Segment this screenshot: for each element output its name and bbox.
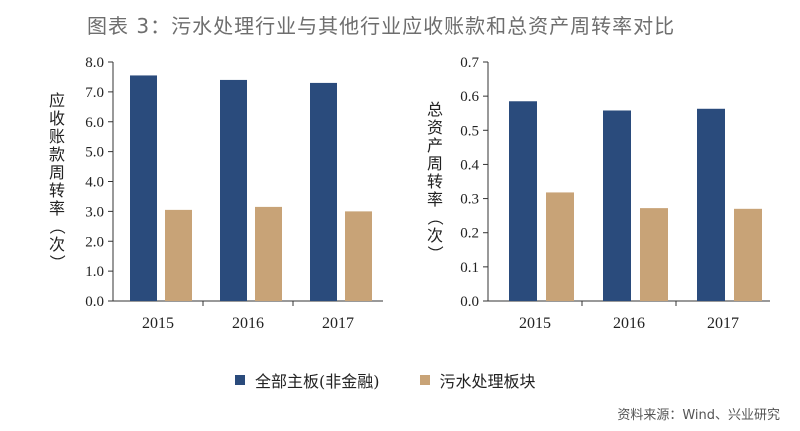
y-tick-label: 1.0	[85, 264, 104, 280]
bar-sewage-2016	[255, 206, 282, 301]
bar-mainboard-2015	[130, 75, 157, 301]
y-axis-label-char: 次	[427, 226, 443, 245]
bar-mainboard-2015	[509, 101, 537, 301]
bar-sewage-2017	[345, 211, 372, 301]
y-tick-label: 0.3	[460, 192, 479, 208]
legend: 全部主板(非金融) 污水处理板块	[235, 368, 576, 392]
bar-sewage-2016	[640, 208, 668, 301]
x-tick-label: 2015	[519, 315, 551, 332]
y-tick-label: 0.7	[460, 55, 479, 71]
x-tick-label: 2016	[613, 315, 645, 332]
y-axis-label-char: 转	[49, 181, 65, 200]
bar-sewage-2015	[165, 209, 192, 301]
y-axis-label-char: 总	[427, 100, 443, 119]
y-tick-label: 0.1	[460, 260, 479, 276]
bar-mainboard-2016	[220, 79, 247, 301]
x-tick-label: 2017	[322, 315, 354, 332]
y-axis-label-char: 率	[49, 199, 65, 218]
y-tick-label: 7.0	[85, 85, 104, 101]
y-tick-label: 4.0	[85, 175, 104, 191]
y-axis-label-char: 应	[49, 91, 65, 110]
x-tick-label: 2017	[707, 315, 739, 332]
y-tick-label: 2.0	[85, 234, 104, 250]
y-axis-label-char: 款	[49, 145, 65, 164]
x-tick-label: 2015	[142, 315, 174, 332]
y-tick-label: 0.0	[85, 294, 104, 310]
y-axis-label-char: 产	[427, 136, 443, 155]
legend-swatch-series1	[235, 375, 245, 385]
y-tick-label: 5.0	[85, 145, 104, 161]
legend-item-series1: 全部主板(非金融)	[235, 368, 380, 392]
bar-mainboard-2017	[310, 82, 337, 301]
y-axis-label-char: 转	[427, 172, 443, 191]
legend-swatch-series2	[419, 375, 430, 385]
y-axis-label: 总资产周转率（次）	[426, 100, 445, 262]
y-axis-label-char: （	[426, 209, 445, 225]
y-tick-label: 6.0	[85, 115, 104, 131]
y-axis-label-char: 次	[49, 235, 65, 254]
bar-mainboard-2017	[697, 108, 725, 301]
y-tick-label: 0.2	[460, 226, 479, 242]
y-tick-label: 0.4	[460, 157, 479, 173]
left-chart: 0.0 1.0 2.0 3.0 4.0 5.0 6.0 7.0 8.0 2015 2016 2017 应…	[48, 55, 383, 332]
y-axis-label-char: 账	[49, 127, 65, 146]
y-axis-label-char: 率	[427, 190, 443, 209]
legend-item-series2: 污水处理板块	[419, 368, 536, 392]
chart-title: 图表 3：污水处理行业与其他行业应收账款和总资产周转率对比	[87, 14, 676, 38]
y-tick-label: 8.0	[85, 55, 104, 71]
y-axis-label-char: 资	[427, 118, 443, 137]
y-tick-label: 0.6	[460, 89, 479, 105]
legend-label-series2: 污水处理板块	[439, 372, 536, 391]
bar-sewage-2017	[734, 208, 762, 301]
bar-sewage-2015	[546, 192, 574, 301]
legend-label-series1: 全部主板(非金融)	[255, 372, 380, 391]
y-axis-label-char: ）	[48, 254, 67, 270]
source-note: 资料来源：Wind、兴业研究	[617, 408, 780, 423]
bar-mainboard-2016	[603, 110, 631, 302]
x-tick-label: 2016	[232, 315, 264, 332]
y-axis-label-char: 周	[49, 163, 65, 182]
y-tick-label: 0.0	[460, 294, 479, 310]
y-axis-label-char: 周	[427, 154, 443, 173]
y-axis-label-char: ）	[426, 245, 445, 261]
y-axis-label-char: （	[48, 218, 67, 234]
y-axis-label-char: 收	[49, 109, 65, 128]
y-tick-label: 3.0	[85, 204, 104, 220]
y-tick-label: 0.5	[460, 123, 479, 139]
right-chart: 0.0 0.1 0.2 0.3 0.4 0.5 0.6 0.7 2015 2016 2017 总资产周…	[426, 55, 770, 332]
